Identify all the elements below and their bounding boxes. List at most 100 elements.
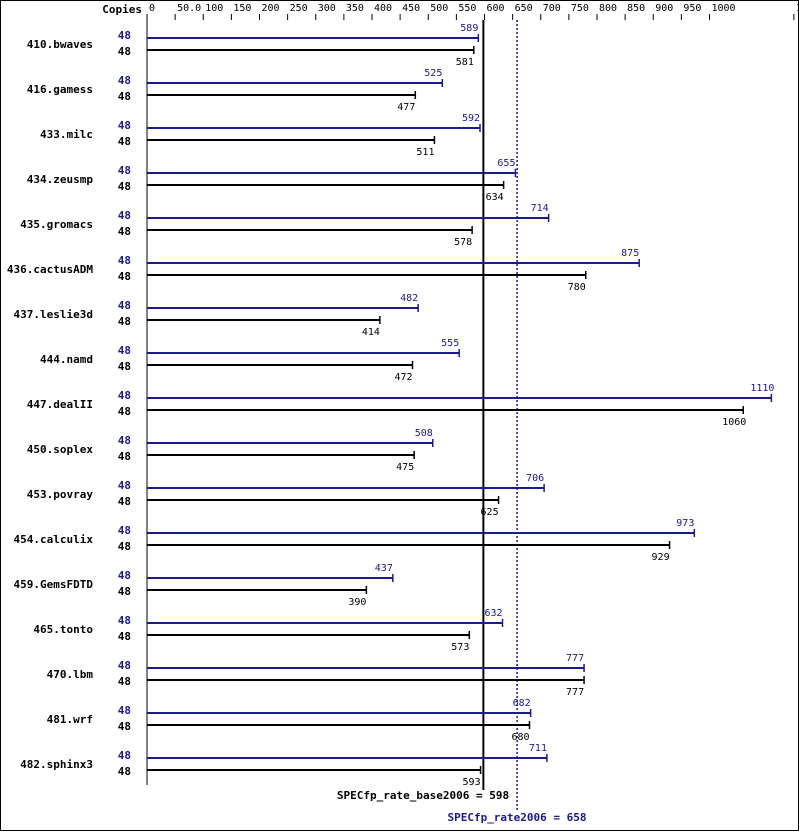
peak-copies-label: 48 — [118, 164, 131, 177]
benchmark-label: 454.calculix — [14, 533, 94, 546]
base-copies-label: 48 — [118, 135, 131, 148]
axis-tick-label: 400 — [374, 3, 392, 14]
summary-base-label: SPECfp_rate_base2006 = 598 — [337, 789, 509, 802]
benchmark-label: 410.bwaves — [27, 38, 93, 51]
base-value-label: 634 — [486, 192, 504, 203]
benchmark-label: 444.namd — [40, 353, 93, 366]
peak-value-label: 706 — [526, 473, 544, 484]
peak-value-label: 525 — [424, 68, 442, 79]
base-copies-label: 48 — [118, 225, 131, 238]
base-value-label: 581 — [456, 57, 474, 68]
peak-value-label: 482 — [400, 293, 418, 304]
benchmark-label: 447.dealII — [27, 398, 93, 411]
peak-value-label: 437 — [375, 563, 393, 574]
peak-copies-label: 48 — [118, 704, 131, 717]
axis-tick-label: 350 — [346, 3, 364, 14]
peak-copies-label: 48 — [118, 344, 131, 357]
peak-value-label: 1110 — [750, 383, 774, 394]
base-value-label: 780 — [568, 282, 586, 293]
peak-copies-label: 48 — [118, 434, 131, 447]
peak-value-label: 777 — [566, 653, 584, 664]
axis-tick-label: 200 — [262, 3, 280, 14]
benchmark-label: 450.soplex — [27, 443, 94, 456]
base-copies-label: 48 — [118, 180, 131, 193]
base-value-label: 475 — [396, 462, 414, 473]
axis-tick-label: 150 — [233, 3, 251, 14]
base-copies-label: 48 — [118, 630, 131, 643]
peak-value-label: 682 — [513, 698, 531, 709]
base-value-label: 680 — [511, 732, 529, 743]
benchmark-label: 481.wrf — [47, 713, 93, 726]
benchmark-label: 435.gromacs — [20, 218, 93, 231]
base-value-label: 573 — [451, 642, 469, 653]
base-copies-label: 48 — [118, 315, 131, 328]
axis-tick-label: 0 — [149, 3, 155, 14]
axis-tick-label: 600 — [487, 3, 505, 14]
base-copies-label: 48 — [118, 720, 131, 733]
axis-tick-label: 800 — [599, 3, 617, 14]
base-value-label: 390 — [348, 597, 366, 608]
axis-tick-label: 50.0 — [177, 3, 201, 14]
peak-value-label: 973 — [676, 518, 694, 529]
peak-copies-label: 48 — [118, 119, 131, 132]
base-value-label: 1060 — [722, 417, 746, 428]
reference-lines — [482, 20, 518, 810]
base-copies-label: 48 — [118, 540, 131, 553]
labels: 410.bwaves 48 48 589 581 416.gamess 48 48 525 477… — [7, 23, 775, 788]
benchmark-label: 433.milc — [40, 128, 93, 141]
peak-copies-label: 48 — [118, 614, 131, 627]
benchmark-label: 470.lbm — [47, 668, 94, 681]
base-value-label: 929 — [652, 552, 670, 563]
peak-value-label: 555 — [441, 338, 459, 349]
base-value-label: 414 — [362, 327, 380, 338]
base-copies-label: 48 — [118, 270, 131, 283]
peak-value-label: 592 — [462, 113, 480, 124]
bars — [147, 34, 773, 774]
base-value-label: 511 — [416, 147, 434, 158]
peak-copies-label: 48 — [118, 29, 131, 42]
axis-tick-label: 700 — [543, 3, 561, 14]
summary-peak-label: SPECfp_rate2006 = 658 — [447, 811, 586, 824]
base-copies-label: 48 — [118, 765, 131, 778]
axis-tick-label: 1150 — [796, 3, 799, 14]
peak-copies-label: 48 — [118, 569, 131, 582]
peak-value-label: 711 — [529, 743, 547, 754]
peak-copies-label: 48 — [118, 254, 131, 267]
axis-tick-label: 650 — [515, 3, 533, 14]
peak-copies-label: 48 — [118, 299, 131, 312]
axis-tick-label: 1000 — [712, 3, 736, 14]
peak-value-label: 508 — [415, 428, 433, 439]
base-copies-label: 48 — [118, 405, 131, 418]
base-copies-label: 48 — [118, 360, 131, 373]
base-value-label: 625 — [481, 507, 499, 518]
base-copies-label: 48 — [118, 585, 131, 598]
peak-value-label: 632 — [484, 608, 502, 619]
base-value-label: 777 — [566, 687, 584, 698]
benchmark-label: 434.zeusmp — [27, 173, 94, 186]
benchmark-label: 459.GemsFDTD — [14, 578, 94, 591]
axis-tick-label: 550 — [458, 3, 476, 14]
axis-tick-label: 900 — [655, 3, 673, 14]
axis-tick-label: 450 — [402, 3, 420, 14]
axis-tick-label: 750 — [571, 3, 589, 14]
benchmark-label: 465.tonto — [33, 623, 93, 636]
peak-copies-label: 48 — [118, 749, 131, 762]
benchmark-label: 416.gamess — [27, 83, 93, 96]
base-value-label: 472 — [394, 372, 412, 383]
peak-value-label: 875 — [621, 248, 639, 259]
peak-copies-label: 48 — [118, 479, 131, 492]
axis-tick-label: 850 — [627, 3, 645, 14]
axis-tick-label: 950 — [683, 3, 701, 14]
base-value-label: 593 — [463, 777, 481, 788]
copies-header: Copies — [102, 3, 142, 16]
peak-copies-label: 48 — [118, 659, 131, 672]
base-copies-label: 48 — [118, 450, 131, 463]
peak-copies-label: 48 — [118, 74, 131, 87]
peak-copies-label: 48 — [118, 209, 131, 222]
peak-copies-label: 48 — [118, 524, 131, 537]
base-copies-label: 48 — [118, 45, 131, 58]
axis-tick-label: 100 — [205, 3, 223, 14]
base-copies-label: 48 — [118, 675, 131, 688]
